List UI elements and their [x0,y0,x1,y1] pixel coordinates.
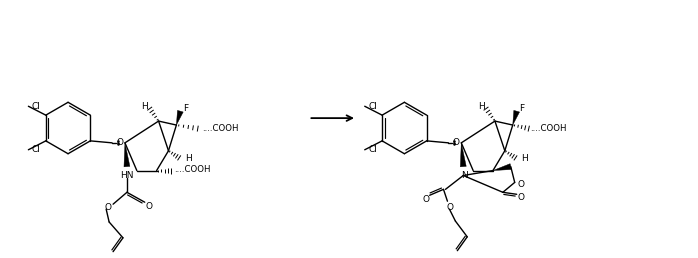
Text: O: O [447,203,454,212]
Text: F: F [183,104,188,113]
Text: ....COOH: ....COOH [202,124,238,133]
Polygon shape [124,143,130,167]
Text: O: O [517,180,524,189]
Text: N: N [461,171,468,180]
Text: Cl: Cl [32,145,40,154]
Text: O: O [145,202,152,211]
Text: H: H [477,102,484,111]
Text: ....COOH: ....COOH [174,165,211,174]
Text: Cl: Cl [369,102,377,111]
Text: F: F [519,104,524,113]
Polygon shape [460,143,466,167]
Text: O: O [105,203,112,212]
Text: O: O [453,138,460,147]
Text: H: H [521,154,528,163]
Text: O: O [117,138,124,147]
Text: Cl: Cl [369,145,377,154]
Text: Cl: Cl [32,102,40,111]
Text: H: H [142,102,148,111]
Text: HN: HN [120,171,134,180]
Polygon shape [493,164,512,171]
Text: H: H [185,154,192,163]
Polygon shape [177,110,183,125]
Text: ....COOH: ....COOH [530,124,567,133]
Polygon shape [513,110,519,125]
Text: O: O [517,193,524,202]
Text: O: O [422,195,429,204]
